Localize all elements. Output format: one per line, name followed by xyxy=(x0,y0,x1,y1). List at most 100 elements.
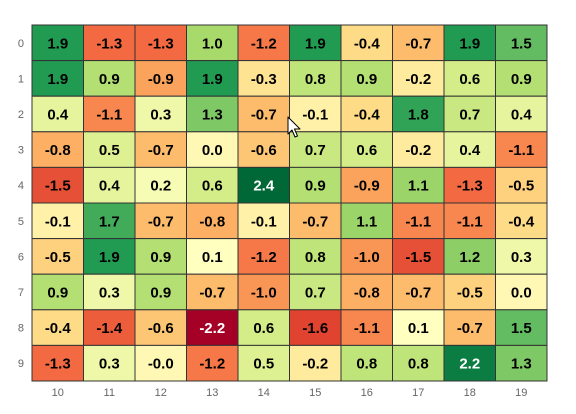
heatmap-cell-value: 1.5 xyxy=(511,35,532,52)
heatmap-cell xyxy=(443,238,496,275)
heatmap-cell xyxy=(289,344,342,382)
heatmap-cell-value: -0.6 xyxy=(148,320,174,337)
heatmap-cell xyxy=(443,95,496,133)
heatmap-cell-value: 0.3 xyxy=(99,285,120,302)
heatmap-cell-value: 0.8 xyxy=(408,356,429,373)
heatmap-cell-value: 0.7 xyxy=(459,107,480,124)
heatmap-value-labels: 1.9 -1.3 -1.3 1.0 -1.2 1.9 -0.4 -0.7 1.9 1.5 1.9 0.… xyxy=(45,35,535,372)
heatmap-cell-value: -0.9 xyxy=(148,71,174,88)
y-axis-tick-labels: 0 1 2 3 4 5 6 7 8 9 xyxy=(18,38,24,370)
heatmap-cell-value: 1.2 xyxy=(459,249,480,266)
heatmap-cell xyxy=(237,202,290,240)
heatmap-cell-value: -0.8 xyxy=(199,213,225,230)
heatmap-cell-value: 0.9 xyxy=(511,71,532,88)
heatmap-cell-value: 0.1 xyxy=(202,249,223,266)
heatmap-cell xyxy=(495,60,548,97)
heatmap-cell xyxy=(237,273,290,311)
heatmap-cell xyxy=(289,273,342,311)
heatmap-cell-value: 0.6 xyxy=(459,71,480,88)
heatmap-cell-value: 1.5 xyxy=(511,320,532,337)
heatmap-cell xyxy=(443,309,496,346)
heatmap-cell-value: -0.2 xyxy=(302,356,328,373)
x-tick-label: 19 xyxy=(515,387,527,399)
heatmap-cell-value: 0.3 xyxy=(99,356,120,373)
heatmap-cell-value: -0.7 xyxy=(405,285,431,302)
heatmap-cell xyxy=(134,166,187,204)
heatmap-cell-value: -1.6 xyxy=(302,320,328,337)
heatmap-cell-value: 0.9 xyxy=(47,285,68,302)
y-tick-label: 4 xyxy=(18,180,24,192)
heatmap-cell-value: -1.3 xyxy=(148,35,174,52)
heatmap-cell xyxy=(289,24,342,62)
heatmap-cell-value: 0.3 xyxy=(150,107,171,124)
x-tick-label: 18 xyxy=(464,387,476,399)
heatmap-cell-value: -0.7 xyxy=(457,320,483,337)
heatmap-cell-value: -0.5 xyxy=(457,285,483,302)
heatmap-cell xyxy=(340,166,393,204)
heatmap-cell-value: 0.9 xyxy=(305,178,326,195)
x-tick-label: 15 xyxy=(309,387,321,399)
heatmap-cell xyxy=(186,309,239,346)
heatmap-cell-value: 0.7 xyxy=(305,142,326,159)
heatmap-cell-value: -2.2 xyxy=(199,320,225,337)
heatmap-cell-value: -0.8 xyxy=(354,285,380,302)
heatmap-cell xyxy=(186,60,239,97)
heatmap-cell-value: -0.1 xyxy=(251,213,277,230)
x-tick-label: 11 xyxy=(104,387,115,399)
heatmap-cell xyxy=(340,344,393,382)
y-tick-label: 2 xyxy=(18,109,24,121)
heatmap-cell xyxy=(495,24,548,62)
heatmap-cell xyxy=(495,95,548,133)
heatmap-cells xyxy=(31,24,548,382)
heatmap-cell-value: 1.9 xyxy=(47,35,68,52)
heatmap-cell xyxy=(237,309,290,346)
heatmap-cell xyxy=(495,344,548,382)
heatmap-cell xyxy=(495,273,548,311)
heatmap-cell xyxy=(134,95,187,133)
x-tick-label: 12 xyxy=(155,387,167,399)
heatmap-cell-value: -0.4 xyxy=(354,35,381,52)
heatmap-cell-value: -1.1 xyxy=(508,142,534,159)
heatmap-cell-value: 0.9 xyxy=(356,71,377,88)
heatmap-cell xyxy=(340,60,393,97)
heatmap-cell xyxy=(392,238,445,275)
heatmap-cell-value: 1.3 xyxy=(511,356,532,373)
heatmap-cell xyxy=(83,309,136,346)
heatmap-cell xyxy=(237,166,290,204)
heatmap-cell xyxy=(289,131,342,168)
heatmap-cell xyxy=(31,95,84,133)
heatmap-cell xyxy=(443,166,496,204)
heatmap-cell-value: 0.8 xyxy=(356,356,377,373)
heatmap-cell-value: 1.9 xyxy=(459,35,480,52)
heatmap-cell-value: -0.7 xyxy=(251,107,277,124)
heatmap-cell-value: 0.3 xyxy=(511,249,532,266)
heatmap-cell-value: 0.4 xyxy=(99,178,121,195)
heatmap-cell xyxy=(83,344,136,382)
heatmap-cell-value: 1.9 xyxy=(99,249,120,266)
heatmap-cell-value: 0.6 xyxy=(356,142,377,159)
heatmap-cell-value: -0.5 xyxy=(508,178,534,195)
heatmap-cell-value: -1.1 xyxy=(405,213,431,230)
heatmap-cell-value: -1.2 xyxy=(251,35,277,52)
heatmap-cell-value: 0.4 xyxy=(47,107,69,124)
heatmap-cell-value: 1.7 xyxy=(99,213,120,230)
heatmap-cell-value: -1.0 xyxy=(354,249,380,266)
heatmap-cell-value: -0.5 xyxy=(45,249,71,266)
heatmap-cell-value: 1.1 xyxy=(356,213,377,230)
heatmap-cell xyxy=(495,309,548,346)
heatmap-cell xyxy=(83,166,136,204)
x-tick-label: 16 xyxy=(361,387,373,399)
heatmap-cell xyxy=(134,202,187,240)
heatmap-cell xyxy=(443,60,496,97)
heatmap-cell-value: 0.0 xyxy=(202,142,223,159)
heatmap-cell xyxy=(392,273,445,311)
x-tick-label: 14 xyxy=(258,387,270,399)
heatmap-cell-value: 2.2 xyxy=(459,356,480,373)
heatmap-cell xyxy=(392,166,445,204)
heatmap-cell xyxy=(340,273,393,311)
heatmap-cell-value: -0.0 xyxy=(148,356,174,373)
heatmap-cell-value: -1.3 xyxy=(96,35,122,52)
heatmap-cell xyxy=(134,309,187,346)
heatmap-cell-value: -0.9 xyxy=(354,178,380,195)
heatmap-cell-value: -0.4 xyxy=(354,107,381,124)
